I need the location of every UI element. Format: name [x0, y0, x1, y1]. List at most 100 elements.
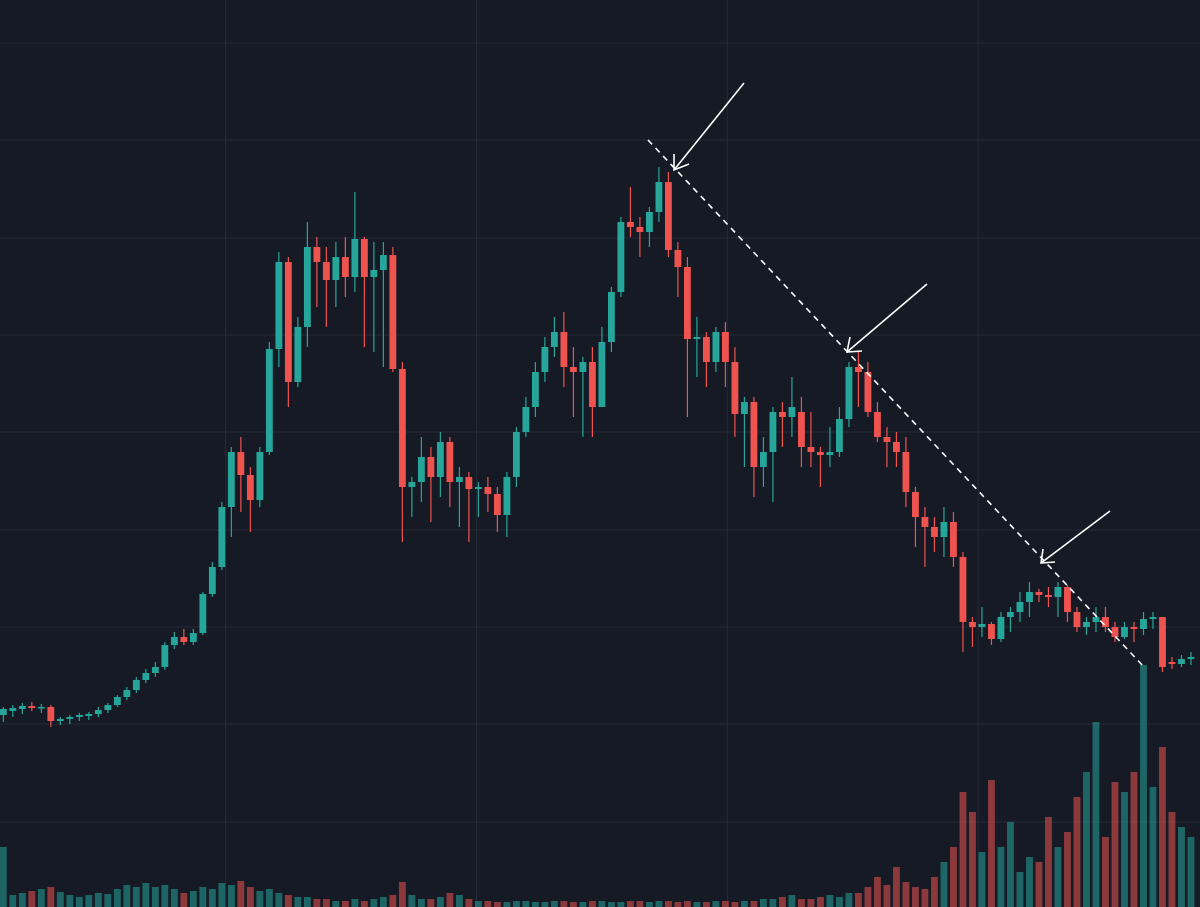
- candle-body: [1121, 627, 1128, 637]
- volume-bar: [731, 902, 739, 907]
- candle-body: [503, 477, 511, 515]
- candle-body: [227, 452, 235, 507]
- volume-bar: [607, 902, 615, 907]
- volume-bar: [9, 895, 17, 907]
- volume-bar: [1035, 862, 1043, 907]
- volume-bar: [94, 893, 102, 907]
- candle-body: [931, 527, 938, 537]
- candle-body: [807, 447, 815, 452]
- volume-bar: [978, 852, 986, 907]
- volume-bar: [351, 899, 359, 907]
- volume-bar: [893, 867, 900, 907]
- volume-bar: [779, 897, 786, 907]
- volume-bar: [798, 899, 805, 907]
- volume-bar: [18, 893, 26, 907]
- candle-body: [978, 624, 986, 627]
- candle-body: [322, 262, 330, 280]
- candle-body: [626, 222, 634, 227]
- candle-body: [1159, 617, 1166, 667]
- volume-bar: [988, 780, 995, 907]
- candle-body: [836, 419, 843, 452]
- candle-body: [664, 182, 672, 250]
- volume-bar: [1045, 817, 1052, 907]
- volume-bar: [655, 901, 663, 907]
- candle-body: [579, 362, 587, 372]
- volume-bar: [902, 882, 910, 907]
- volume-bar: [151, 887, 159, 907]
- candle-body: [712, 332, 720, 362]
- volume-bar: [303, 897, 311, 907]
- candle-body: [531, 372, 539, 407]
- candle-body: [959, 557, 967, 622]
- volume-bar: [760, 899, 767, 907]
- volume-bar: [912, 887, 919, 907]
- candle-body: [1007, 612, 1014, 617]
- candle-body: [341, 257, 349, 277]
- candle-body: [294, 327, 302, 382]
- candle-body: [702, 337, 710, 362]
- arrow: [846, 283, 928, 353]
- candle-body: [94, 710, 102, 714]
- candle-body: [427, 457, 435, 477]
- candle-body: [493, 494, 501, 515]
- volume-bar: [997, 847, 1005, 907]
- candle-body: [18, 706, 26, 709]
- volume-bar: [950, 847, 957, 907]
- candle-body: [1092, 617, 1100, 622]
- candle-body: [864, 372, 872, 412]
- candle-body: [988, 624, 995, 639]
- volume-bar: [37, 889, 45, 907]
- candle-body: [569, 367, 577, 372]
- candle-body: [817, 452, 824, 455]
- candle-body: [1083, 622, 1090, 627]
- volume-bar: [1092, 722, 1100, 907]
- volume-bar: [921, 889, 929, 907]
- candle-body: [845, 367, 853, 419]
- candle-body: [788, 407, 796, 417]
- volume-bar: [341, 901, 349, 907]
- volume-bar: [855, 893, 862, 907]
- volume-bar: [246, 887, 254, 907]
- candle-body: [113, 697, 121, 705]
- candle-body: [1102, 617, 1109, 627]
- volume-bar: [1149, 787, 1157, 907]
- candle-body: [950, 522, 957, 557]
- candle-body: [161, 645, 169, 667]
- candle-body: [636, 227, 644, 232]
- candle-body: [1073, 612, 1081, 627]
- candle-body: [332, 257, 340, 280]
- candle-body: [465, 477, 473, 489]
- volume-bar: [370, 899, 378, 907]
- volume-bar: [864, 887, 872, 907]
- volume-bar: [161, 885, 169, 907]
- candle-body: [940, 522, 948, 537]
- volume-bar: [712, 901, 720, 907]
- volume-bar: [1111, 782, 1119, 907]
- volume-bar: [360, 901, 368, 907]
- candle-body: [379, 255, 387, 270]
- arrow: [673, 82, 745, 172]
- volume-bar: [75, 897, 83, 907]
- candle-body: [180, 637, 188, 642]
- volume-bar: [265, 889, 273, 907]
- candle-body: [522, 407, 530, 432]
- candle-body: [104, 705, 112, 710]
- volume-bar: [1178, 827, 1185, 907]
- volume-bar: [408, 895, 416, 907]
- candle-body: [151, 667, 159, 673]
- volume-bar: [626, 901, 634, 907]
- volume-bar: [28, 891, 36, 907]
- candle-body: [760, 452, 767, 467]
- volume-bar: [541, 902, 549, 907]
- candle-body: [750, 402, 758, 467]
- candle-body: [455, 477, 463, 482]
- candle-body: [28, 706, 36, 708]
- candle-body: [1016, 602, 1024, 612]
- candle-body: [912, 492, 919, 517]
- volume-bar: [465, 899, 473, 907]
- volume-bar: [47, 887, 55, 907]
- volume-bar: [512, 901, 520, 907]
- candle-body: [170, 637, 178, 645]
- volume-bar: [683, 901, 691, 907]
